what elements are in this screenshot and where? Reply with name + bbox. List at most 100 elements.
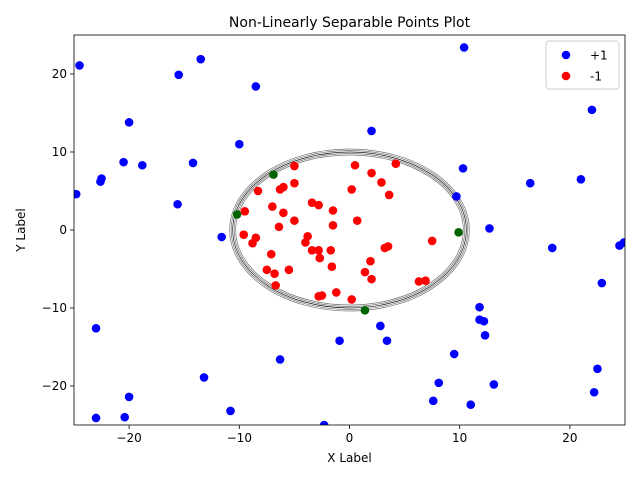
- data-point: [449, 349, 459, 359]
- data-point: [120, 412, 129, 422]
- data-point: [421, 276, 430, 286]
- data-point: [428, 396, 438, 406]
- data-point: [275, 185, 285, 194]
- data-point: [196, 54, 206, 64]
- data-point: [173, 199, 182, 209]
- data-point: [307, 198, 317, 207]
- data-point: [384, 190, 394, 200]
- data-point: [119, 157, 128, 167]
- data-point: [75, 61, 84, 70]
- data-point: [383, 242, 393, 251]
- data-point: [576, 175, 586, 184]
- data-point: [479, 316, 489, 326]
- x-tick-label: −10: [227, 431, 252, 445]
- boundary-contour: [235, 154, 464, 306]
- data-point: [367, 126, 376, 136]
- y-tick-label: 10: [52, 145, 67, 159]
- y-tick-label: 0: [59, 223, 67, 237]
- data-point: [317, 291, 327, 300]
- data-point: [366, 256, 375, 266]
- data-point: [268, 202, 277, 211]
- data-point: [326, 245, 336, 255]
- legend-label: -1: [590, 70, 602, 84]
- y-tick-label: 20: [52, 67, 67, 81]
- x-tick-label: 0: [346, 431, 354, 445]
- data-point: [235, 139, 244, 149]
- data-point: [271, 281, 280, 290]
- data-point: [414, 277, 424, 286]
- data-point: [593, 364, 602, 374]
- chart-title: Non-Linearly Separable Points Plot: [229, 15, 471, 31]
- data-point: [174, 70, 183, 80]
- data-point: [301, 238, 310, 247]
- data-point: [328, 221, 338, 230]
- data-point: [279, 208, 288, 218]
- data-point: [199, 373, 209, 382]
- data-point: [138, 160, 147, 170]
- data-point: [315, 253, 325, 263]
- x-tick-label: 10: [452, 431, 467, 445]
- data-point: [262, 265, 272, 275]
- data-point: [377, 178, 386, 187]
- data-point: [466, 400, 476, 410]
- legend-box: [545, 40, 620, 90]
- data-point: [284, 265, 294, 275]
- data-point: [217, 232, 226, 242]
- support-vector-point: [360, 306, 370, 315]
- data-point: [382, 336, 392, 346]
- data-point: [475, 302, 484, 312]
- data-point: [597, 278, 607, 288]
- data-point: [589, 387, 599, 397]
- data-point: [367, 168, 376, 178]
- data-point: [91, 323, 101, 333]
- data-point: [489, 380, 499, 389]
- data-point: [367, 274, 376, 284]
- y-tick-label: −10: [42, 301, 67, 315]
- data-point: [275, 355, 285, 364]
- legend-marker: [561, 50, 571, 60]
- y-axis-label: Y Label: [14, 208, 28, 253]
- x-tick-label: −20: [116, 431, 141, 445]
- data-point: [328, 206, 338, 215]
- data-point: [485, 224, 494, 233]
- data-point: [226, 406, 235, 416]
- data-point: [391, 159, 401, 168]
- data-point: [74, 189, 81, 199]
- data-point: [619, 238, 625, 247]
- data-point: [266, 249, 276, 259]
- data-point: [274, 222, 284, 232]
- data-points: [74, 43, 625, 425]
- decision-boundary: [229, 148, 470, 312]
- legend-marker: [561, 71, 571, 81]
- data-point: [331, 288, 341, 297]
- data-point: [290, 178, 299, 188]
- data-point: [350, 160, 360, 170]
- data-point: [352, 216, 362, 225]
- data-point: [240, 206, 250, 216]
- data-point: [458, 164, 468, 173]
- data-point: [314, 200, 323, 210]
- data-point: [270, 269, 279, 278]
- x-axis-ticks: −20 −10 0 10 20: [116, 425, 578, 445]
- data-point: [327, 262, 337, 271]
- data-point: [480, 331, 490, 340]
- boundary-contour: [229, 148, 470, 312]
- data-point: [452, 192, 461, 201]
- data-point: [188, 158, 198, 168]
- data-point: [525, 178, 535, 188]
- data-point: [307, 245, 317, 255]
- data-point: [360, 267, 370, 277]
- data-point: [124, 392, 134, 402]
- data-point: [124, 118, 134, 127]
- data-point: [319, 420, 329, 425]
- boundary-contour: [230, 150, 469, 310]
- data-point: [314, 245, 323, 255]
- boundary-contour: [232, 151, 467, 309]
- legend-label: +1: [590, 49, 608, 63]
- data-point: [239, 230, 249, 239]
- data-point: [547, 243, 557, 253]
- data-point: [290, 216, 299, 225]
- data-point: [253, 186, 263, 196]
- y-tick-label: −20: [42, 379, 67, 393]
